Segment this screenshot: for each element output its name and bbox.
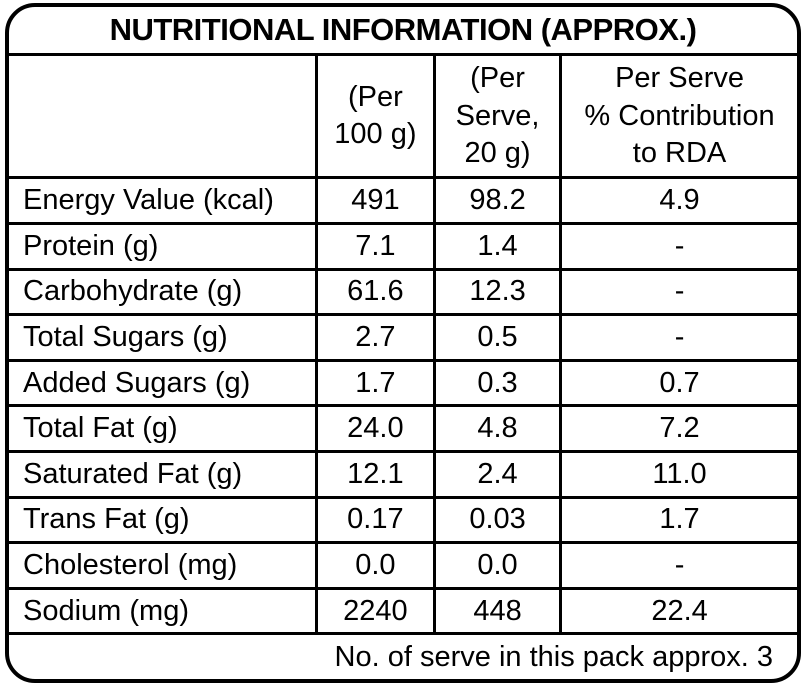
per-100g-value: 12.1: [314, 449, 437, 499]
per-serve-value: 0.5: [432, 313, 563, 362]
per-serve-value: 98.2: [432, 176, 563, 225]
per-100g-value: 2.7: [314, 313, 437, 362]
nutrient-label: Sodium (mg): [9, 586, 318, 636]
per-100g-value: 2240: [314, 586, 437, 636]
per-serve-value: 4.8: [432, 404, 563, 453]
rda-value: -: [559, 313, 797, 362]
serves-note: No. of serve in this pack approx. 3: [9, 632, 797, 679]
per-100g-value: 0.0: [314, 541, 437, 590]
nutrition-label: NUTRITIONAL INFORMATION (APPROX.) (Per 1…: [5, 3, 801, 683]
table-row-total-fat: Total Fat (g) 24.0 4.8 7.2: [9, 404, 797, 453]
rda-value: -: [559, 541, 797, 590]
header-nutrient-blank: [9, 54, 318, 180]
nutrient-label: Carbohydrate (g): [9, 267, 318, 317]
rda-value: -: [559, 221, 797, 271]
per-100g-value: 7.1: [314, 221, 437, 271]
nutrient-label: Total Sugars (g): [9, 313, 318, 362]
per-serve-value: 12.3: [432, 267, 563, 317]
header-rda-contribution: Per Serve % Contribution to RDA: [559, 54, 797, 180]
per-serve-value: 0.0: [432, 541, 563, 590]
header-per-100g: (Per 100 g): [314, 54, 437, 180]
rda-value: 22.4: [559, 586, 797, 636]
nutrition-table: (Per 100 g) (Per Serve, 20 g) Per Serve …: [9, 54, 797, 679]
per-100g-value: 0.17: [314, 495, 437, 545]
per-100g-value: 1.7: [314, 358, 437, 408]
nutrient-label: Trans Fat (g): [9, 495, 318, 545]
table-row-saturated-fat: Saturated Fat (g) 12.1 2.4 11.0: [9, 449, 797, 499]
nutrient-label: Saturated Fat (g): [9, 449, 318, 499]
nutrient-label: Energy Value (kcal): [9, 176, 318, 225]
nutrient-label: Protein (g): [9, 221, 318, 271]
per-100g-value: 61.6: [314, 267, 437, 317]
per-100g-value: 24.0: [314, 404, 437, 453]
rda-value: 0.7: [559, 358, 797, 408]
table-header-row: (Per 100 g) (Per Serve, 20 g) Per Serve …: [9, 54, 797, 180]
nutrient-label: Added Sugars (g): [9, 358, 318, 408]
nutrient-label: Cholesterol (mg): [9, 541, 318, 590]
per-serve-value: 0.03: [432, 495, 563, 545]
per-serve-value: 0.3: [432, 358, 563, 408]
rda-value: 4.9: [559, 176, 797, 225]
nutrient-label: Total Fat (g): [9, 404, 318, 453]
table-row-protein: Protein (g) 7.1 1.4 -: [9, 221, 797, 271]
table-row-sodium: Sodium (mg) 2240 448 22.4: [9, 586, 797, 636]
table-row-energy: Energy Value (kcal) 491 98.2 4.9: [9, 176, 797, 225]
rda-value: 1.7: [559, 495, 797, 545]
footer-row: No. of serve in this pack approx. 3: [9, 632, 797, 679]
label-title: NUTRITIONAL INFORMATION (APPROX.): [9, 7, 797, 56]
per-100g-value: 491: [314, 176, 437, 225]
table-row-added-sugars: Added Sugars (g) 1.7 0.3 0.7: [9, 358, 797, 408]
table-row-total-sugars: Total Sugars (g) 2.7 0.5 -: [9, 313, 797, 362]
rda-value: -: [559, 267, 797, 317]
rda-value: 7.2: [559, 404, 797, 453]
table-row-carbohydrate: Carbohydrate (g) 61.6 12.3 -: [9, 267, 797, 317]
per-serve-value: 1.4: [432, 221, 563, 271]
table-row-cholesterol: Cholesterol (mg) 0.0 0.0 -: [9, 541, 797, 590]
rda-value: 11.0: [559, 449, 797, 499]
per-serve-value: 2.4: [432, 449, 563, 499]
per-serve-value: 448: [432, 586, 563, 636]
table-row-trans-fat: Trans Fat (g) 0.17 0.03 1.7: [9, 495, 797, 545]
header-per-serve: (Per Serve, 20 g): [432, 54, 563, 180]
